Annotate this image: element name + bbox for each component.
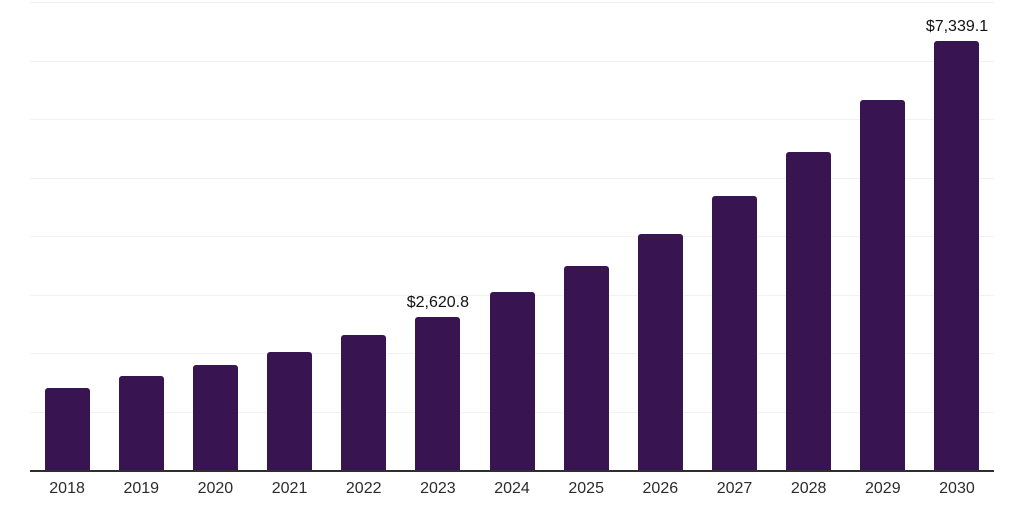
bar-2026 xyxy=(637,233,683,470)
bar-2029 xyxy=(860,99,906,470)
bar-slot-2018 xyxy=(30,2,104,470)
plot-area: $2,620.8 $7,339.1 xyxy=(30,2,994,472)
bars-row: $2,620.8 $7,339.1 xyxy=(30,2,994,470)
value-label-2023: $2,620.8 xyxy=(406,294,469,312)
gridline-8000 xyxy=(30,2,994,3)
bar-slot-2022 xyxy=(327,2,401,470)
x-tick-label-2027: 2027 xyxy=(716,480,753,497)
bar-2020 xyxy=(192,365,238,470)
bar-2021 xyxy=(267,352,313,470)
x-tick-label-2025: 2025 xyxy=(568,480,604,497)
bar-slot-2029 xyxy=(846,2,920,470)
bar-2023 xyxy=(415,316,461,470)
bar-slot-2027 xyxy=(697,2,771,470)
value-label-2030: $7,339.1 xyxy=(925,18,989,36)
bar-slot-2025 xyxy=(549,2,623,470)
x-tick-label-2022: 2022 xyxy=(345,480,382,497)
x-axis-tick-labels: 2018 2019 2020 2021 2022 2023 2024 2025 2026 2027… xyxy=(30,480,994,498)
x-tick-label-2024: 2024 xyxy=(494,480,530,497)
x-tick-label-2028: 2028 xyxy=(790,480,827,497)
x-tick-label-2026: 2026 xyxy=(642,480,679,497)
bar-slot-2019 xyxy=(104,2,178,470)
bar-2024 xyxy=(489,291,535,470)
bar-slot-2024 xyxy=(475,2,549,470)
x-tick-label-2019: 2019 xyxy=(123,480,160,497)
gridline-4000 xyxy=(30,236,994,237)
gridline-7000 xyxy=(30,60,994,62)
bar-slot-2020 xyxy=(178,2,252,470)
bar-2027 xyxy=(711,195,757,470)
x-tick-label-2020: 2020 xyxy=(197,480,234,497)
bar-slot-2021 xyxy=(252,2,326,470)
bar-slot-2030: $7,339.1 xyxy=(920,2,994,470)
bar-2025 xyxy=(563,265,609,470)
x-tick-label-2030: 2030 xyxy=(939,480,975,497)
bar-2022 xyxy=(341,335,387,470)
bar-slot-2026 xyxy=(623,2,697,470)
x-tick-label-2029: 2029 xyxy=(865,480,901,497)
gridline-5000 xyxy=(30,177,994,179)
x-tick-label-2023: 2023 xyxy=(420,480,456,497)
gridline-6000 xyxy=(30,119,994,120)
bar-slot-2023: $2,620.8 xyxy=(401,2,475,470)
bar-2030 xyxy=(934,40,980,470)
bar-2028 xyxy=(786,151,832,470)
bar-2019 xyxy=(118,376,164,470)
bar-slot-2028 xyxy=(772,2,846,470)
x-tick-label-2021: 2021 xyxy=(271,480,308,497)
bar-2018 xyxy=(44,387,90,470)
x-tick-label-2018: 2018 xyxy=(49,480,85,497)
